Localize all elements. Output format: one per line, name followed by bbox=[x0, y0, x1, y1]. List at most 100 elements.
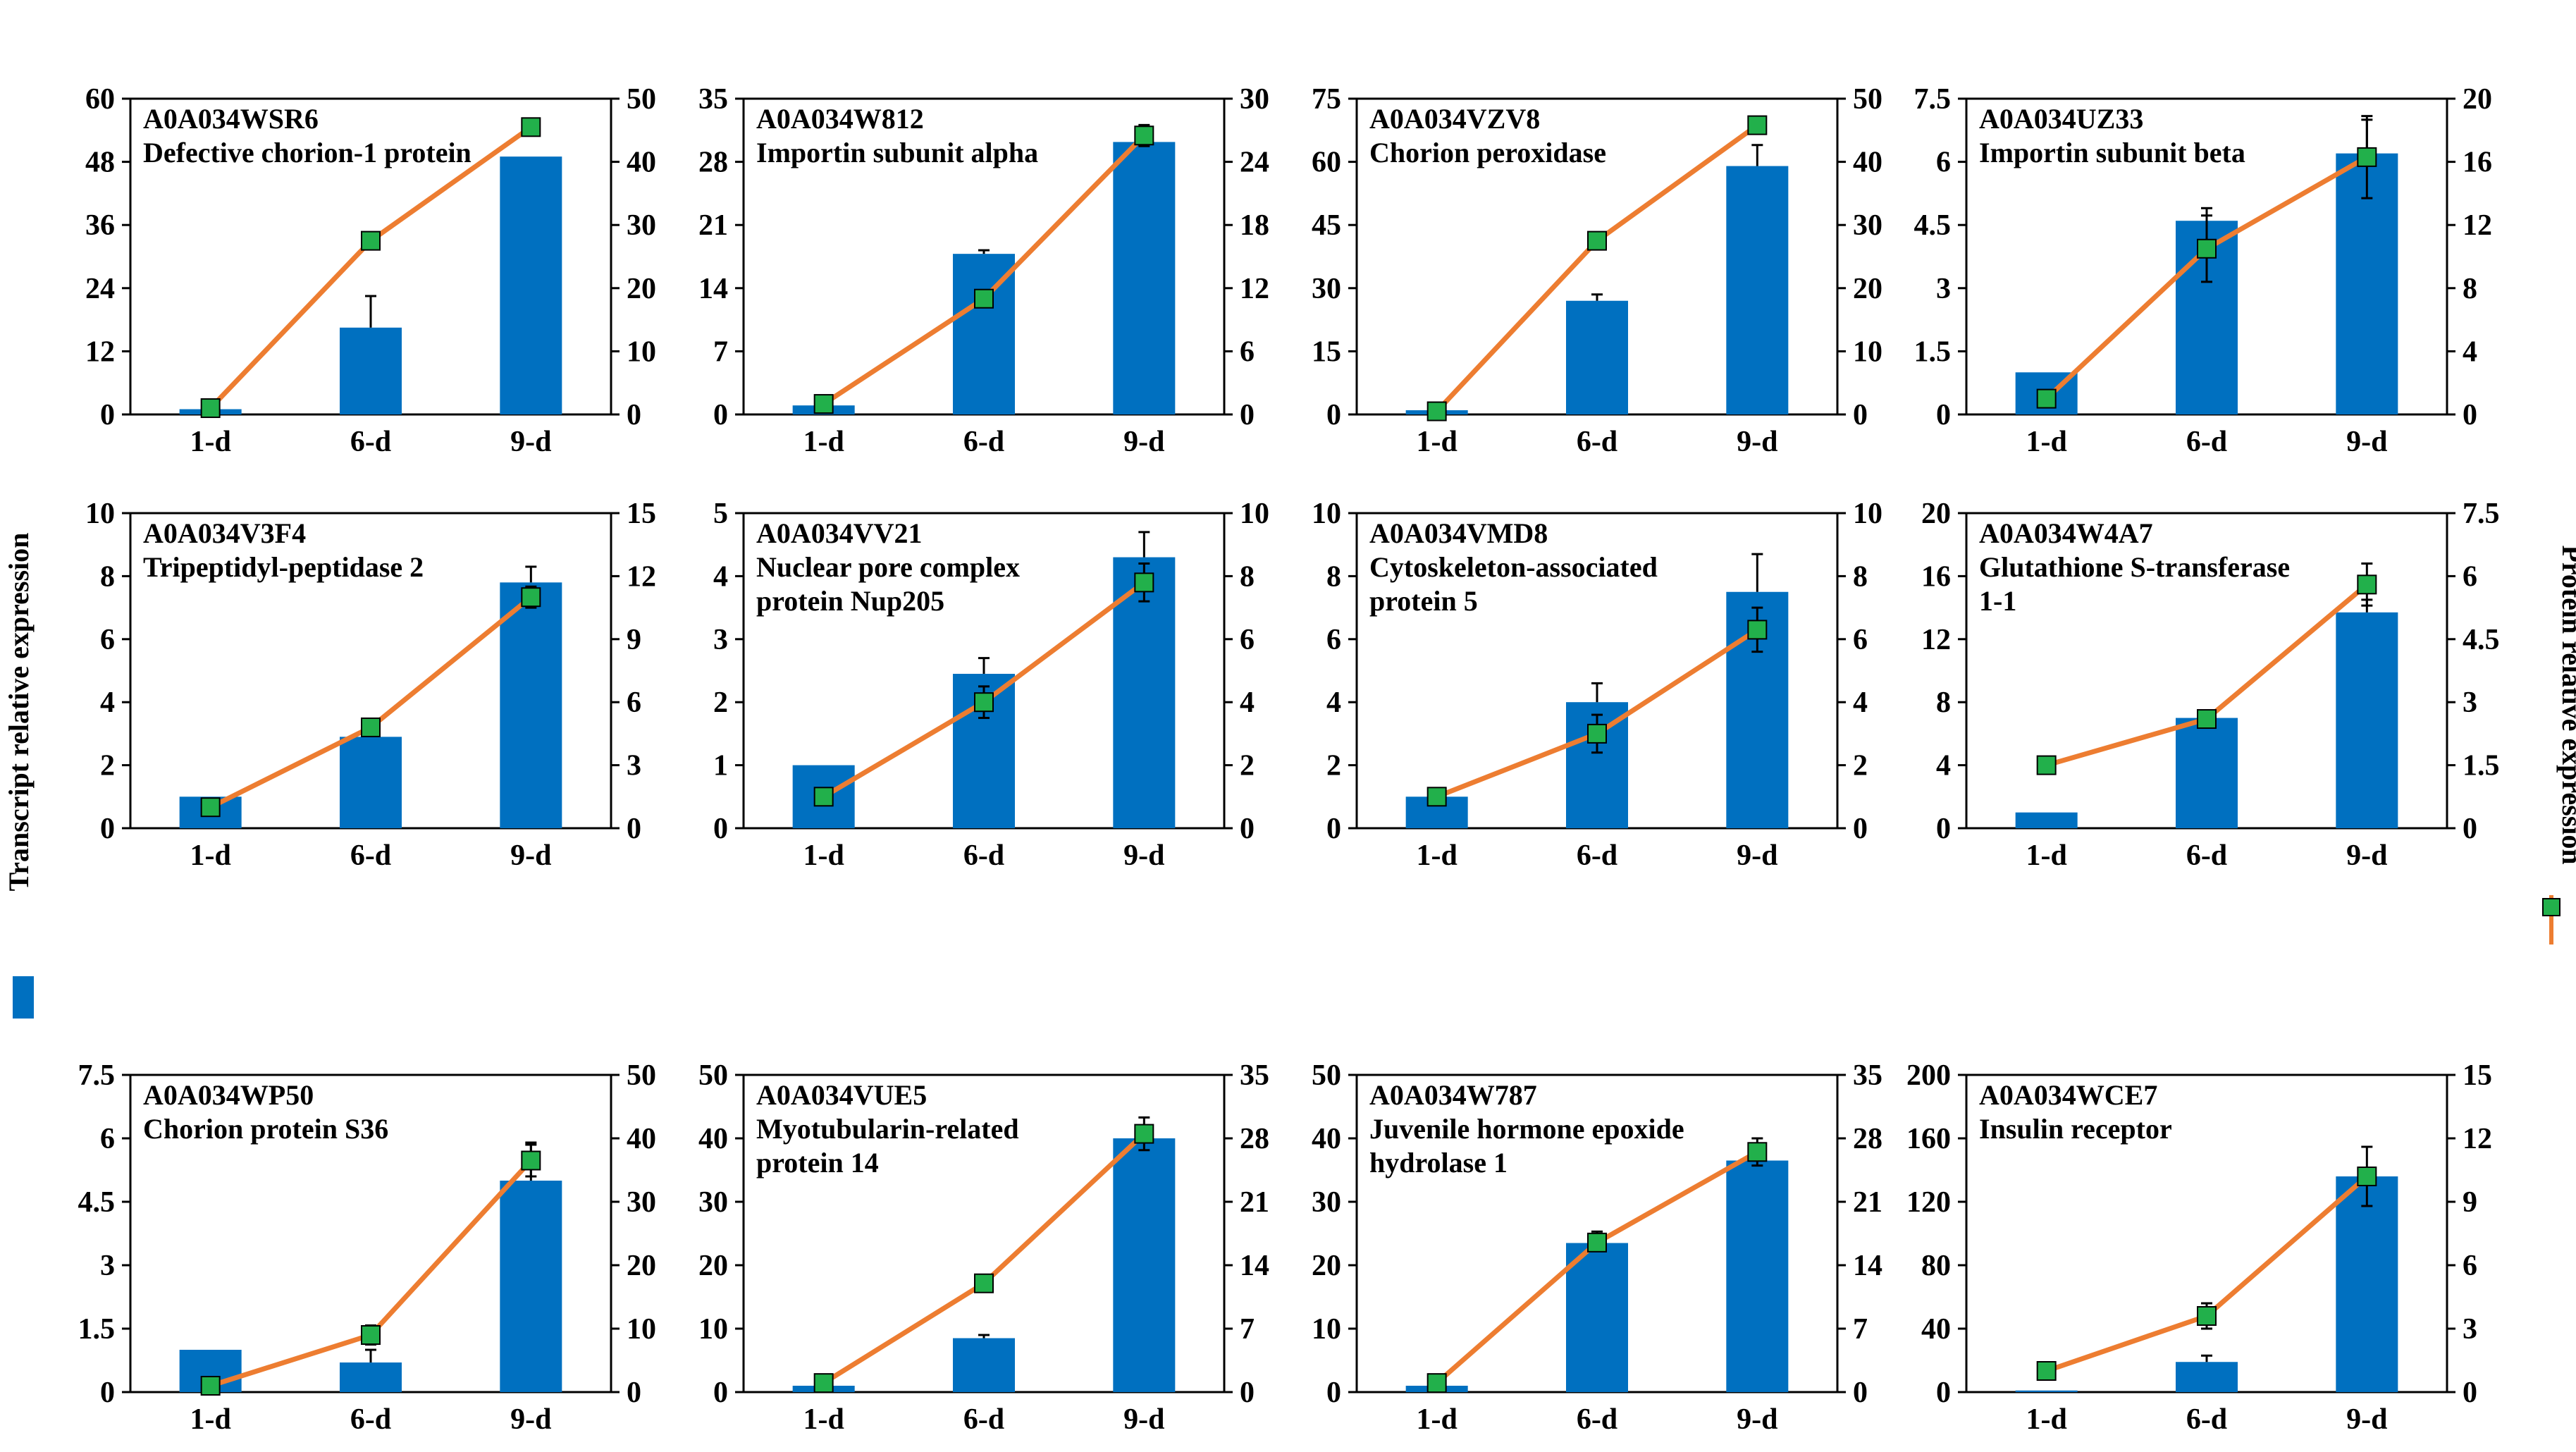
panel-title-line: protein 5 bbox=[1369, 585, 1478, 617]
panel-title-line: protein Nup205 bbox=[756, 585, 944, 617]
right-tick-label: 7 bbox=[1853, 1313, 1868, 1346]
chart-panel-a0a034wp50: 0 1.5 3 4.5 6 7.5 0 10 20 30 40 50 1-d 6-d 9-d A0A034WP… bbox=[78, 1059, 657, 1436]
protein-marker bbox=[813, 394, 834, 414]
x-tick-label: 9-d bbox=[1737, 1403, 1777, 1436]
chart-panel-a0a034v3f4: 0 2 4 6 8 10 0 3 6 9 12 15 1-d 6-d 9-d A0A034V3F4Tripep… bbox=[85, 498, 656, 872]
right-tick-label: 0 bbox=[2463, 1377, 2477, 1409]
right-tick-label: 2 bbox=[1853, 750, 1868, 782]
x-tick-label: 1-d bbox=[2026, 839, 2066, 872]
right-tick-label: 15 bbox=[627, 498, 656, 530]
left-tick-label: 0 bbox=[713, 399, 728, 431]
panel-title-line: Juvenile hormone epoxide bbox=[1369, 1113, 1684, 1145]
protein-marker bbox=[1426, 787, 1447, 807]
right-tick-label: 35 bbox=[1853, 1059, 1882, 1092]
x-tick-label: 9-d bbox=[510, 1403, 551, 1436]
left-tick-label: 2 bbox=[713, 687, 728, 719]
left-tick-label: 16 bbox=[1921, 560, 1951, 593]
right-tick-label: 12 bbox=[627, 560, 656, 593]
left-tick-label: 30 bbox=[698, 1186, 728, 1219]
x-tick-label: 1-d bbox=[2026, 426, 2066, 458]
panel-title-line: A0A034V3F4 bbox=[143, 517, 306, 549]
left-tick-label: 6 bbox=[1326, 624, 1341, 656]
left-tick-label: 160 bbox=[1906, 1123, 1951, 1155]
bar bbox=[1566, 300, 1628, 414]
left-tick-label: 4 bbox=[100, 687, 115, 719]
left-tick-label: 14 bbox=[698, 273, 728, 305]
panel-title-line: A0A034VZV8 bbox=[1369, 103, 1540, 135]
panel-title-line: Tripeptidyl-peptidase 2 bbox=[143, 551, 424, 583]
left-tick-label: 7 bbox=[713, 336, 728, 368]
left-tick-label: 36 bbox=[85, 209, 115, 242]
right-tick-label: 10 bbox=[627, 1313, 656, 1346]
left-tick-label: 60 bbox=[85, 83, 115, 116]
panel-title-line: Importin subunit beta bbox=[1979, 137, 2245, 168]
right-tick-label: 8 bbox=[1853, 560, 1868, 593]
right-tick-label: 7.5 bbox=[2463, 498, 2500, 530]
left-tick-label: 8 bbox=[1936, 687, 1951, 719]
right-tick-label: 10 bbox=[1853, 336, 1882, 368]
left-tick-label: 10 bbox=[1312, 498, 1341, 530]
chart-panel-a0a034w4a7: 0 4 8 12 16 20 0 1.5 3 4.5 6 7.5 1-d 6-d 9-d A0A034W4A7… bbox=[1921, 498, 2500, 872]
right-tick-label: 12 bbox=[1240, 273, 1269, 305]
right-tick-label: 0 bbox=[1240, 1377, 1255, 1409]
left-tick-label: 4 bbox=[713, 560, 728, 593]
left-tick-label: 2 bbox=[100, 750, 115, 782]
left-tick-label: 12 bbox=[1921, 624, 1951, 656]
legend-marker-swatch bbox=[2542, 898, 2560, 916]
chart-panel-a0a034wce7: 0 40 80 120 160 200 0 3 6 9 12 15 1-d 6-d 9-d A0A034WCE… bbox=[1906, 1059, 2492, 1436]
right-tick-label: 6 bbox=[2463, 1250, 2477, 1282]
left-tick-label: 10 bbox=[85, 498, 115, 530]
right-tick-label: 30 bbox=[1240, 83, 1269, 116]
right-tick-label: 50 bbox=[627, 83, 656, 116]
panel-title-line: Nuclear pore complex bbox=[756, 551, 1020, 583]
protein-marker bbox=[1747, 620, 1768, 640]
chart-panel-a0a034vv21: 0 1 2 3 4 5 0 2 4 6 8 10 1-d 6-d 9-d A0A034VV21Nuclear … bbox=[713, 498, 1269, 872]
protein-marker bbox=[1587, 230, 1607, 251]
right-tick-label: 35 bbox=[1240, 1059, 1269, 1092]
right-tick-label: 0 bbox=[1853, 813, 1868, 845]
right-tick-label: 40 bbox=[1853, 147, 1882, 179]
left-tick-label: 4 bbox=[1326, 687, 1341, 719]
left-tick-label: 4 bbox=[1936, 750, 1951, 782]
x-tick-label: 6-d bbox=[1577, 839, 1617, 872]
left-tick-label: 48 bbox=[85, 147, 115, 179]
left-tick-label: 0 bbox=[1936, 813, 1951, 845]
left-tick-label: 45 bbox=[1312, 209, 1341, 242]
left-tick-label: 7.5 bbox=[1914, 83, 1952, 116]
x-tick-label: 1-d bbox=[1416, 426, 1457, 458]
panel-title-line: A0A034WSR6 bbox=[143, 103, 319, 135]
right-tick-label: 0 bbox=[2463, 399, 2477, 431]
left-tick-label: 0 bbox=[1326, 813, 1341, 845]
panel-title-line: A0A034W4A7 bbox=[1979, 517, 2153, 549]
protein-marker bbox=[1134, 572, 1154, 593]
bar bbox=[2015, 1390, 2078, 1392]
right-tick-label: 21 bbox=[1240, 1186, 1269, 1219]
panel-title-line: 1-1 bbox=[1979, 585, 2016, 617]
right-tick-label: 12 bbox=[2463, 1123, 2492, 1155]
right-tick-label: 30 bbox=[627, 1186, 656, 1219]
x-tick-label: 9-d bbox=[1123, 426, 1164, 458]
panel-title-line: A0A034W787 bbox=[1369, 1079, 1537, 1111]
right-tick-label: 20 bbox=[627, 273, 656, 305]
left-axis-legend: Transcript relative expression bbox=[3, 533, 35, 1019]
protein-marker bbox=[1134, 125, 1154, 146]
bar bbox=[1726, 166, 1789, 414]
panel-title-line: A0A034W812 bbox=[756, 103, 924, 135]
left-tick-label: 20 bbox=[698, 1250, 728, 1282]
panel-title-line: Insulin receptor bbox=[1979, 1113, 2172, 1145]
chart-panel-a0a034vue5: 0 10 20 30 40 50 0 7 14 21 28 35 1-d 6-d 9-d A0A034VUE5… bbox=[698, 1059, 1269, 1436]
protein-marker bbox=[521, 1150, 541, 1171]
protein-marker bbox=[2036, 1361, 2057, 1381]
right-tick-label: 30 bbox=[627, 209, 656, 242]
x-tick-label: 6-d bbox=[350, 839, 391, 872]
protein-marker bbox=[1747, 1142, 1768, 1162]
protein-marker bbox=[521, 587, 541, 608]
right-tick-label: 4 bbox=[1853, 687, 1868, 719]
right-tick-label: 20 bbox=[627, 1250, 656, 1282]
x-tick-label: 1-d bbox=[190, 839, 230, 872]
right-tick-label: 10 bbox=[1853, 498, 1882, 530]
protein-marker bbox=[2036, 388, 2057, 409]
right-tick-label: 50 bbox=[1853, 83, 1882, 116]
left-tick-label: 5 bbox=[713, 498, 728, 530]
protein-marker bbox=[2197, 709, 2217, 730]
